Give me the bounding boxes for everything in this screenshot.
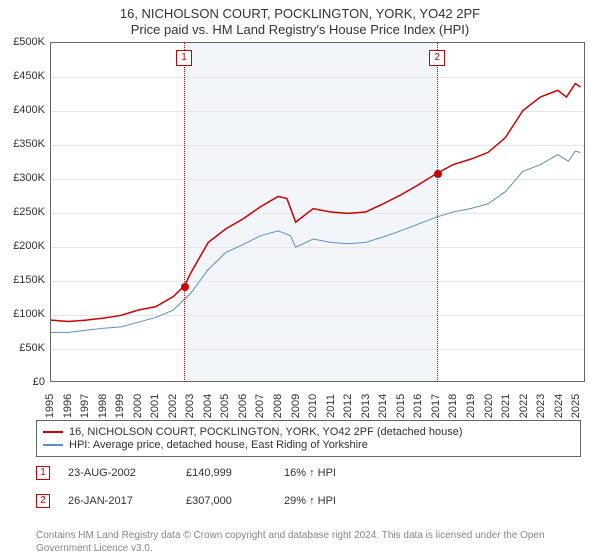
plot-area xyxy=(50,42,585,382)
y-tick-label: £0 xyxy=(0,376,45,388)
legend: 16, NICHOLSON COURT, POCKLINGTON, YORK, … xyxy=(36,420,581,457)
y-tick-label: £300K xyxy=(0,172,45,184)
y-tick-label: £250K xyxy=(0,206,45,218)
y-tick-label: £500K xyxy=(0,36,45,48)
reference-line xyxy=(184,42,185,382)
y-tick-label: £100K xyxy=(0,308,45,320)
y-tick-label: £400K xyxy=(0,104,45,116)
y-tick-label: £50K xyxy=(0,342,45,354)
legend-swatch xyxy=(43,431,63,433)
y-tick-label: £450K xyxy=(0,70,45,82)
reference-line xyxy=(437,42,438,382)
data-marker xyxy=(181,283,189,291)
sale-date: 23-AUG-2002 xyxy=(68,467,168,479)
legend-row: HPI: Average price, detached house, East… xyxy=(43,439,574,451)
chart-title: 16, NICHOLSON COURT, POCKLINGTON, YORK, … xyxy=(0,0,600,21)
line-chart-svg xyxy=(51,43,584,381)
sale-price: £307,000 xyxy=(186,495,266,507)
reference-label-box: 1 xyxy=(176,50,192,66)
sale-date: 26-JAN-2017 xyxy=(68,495,168,507)
sale-price: £140,999 xyxy=(186,467,266,479)
legend-swatch xyxy=(43,444,63,446)
y-tick-label: £150K xyxy=(0,274,45,286)
chart-subtitle: Price paid vs. HM Land Registry's House … xyxy=(0,22,600,37)
reference-label-box: 2 xyxy=(429,50,445,66)
sale-ref-icon: 1 xyxy=(36,466,50,480)
y-tick-label: £350K xyxy=(0,138,45,150)
legend-row: 16, NICHOLSON COURT, POCKLINGTON, YORK, … xyxy=(43,426,574,438)
legend-label: HPI: Average price, detached house, East… xyxy=(69,439,368,451)
y-tick-label: £200K xyxy=(0,240,45,252)
legend-label: 16, NICHOLSON COURT, POCKLINGTON, YORK, … xyxy=(69,426,463,438)
sale-row: 2 26-JAN-2017 £307,000 29% ↑ HPI xyxy=(36,494,581,508)
sale-row: 1 23-AUG-2002 £140,999 16% ↑ HPI xyxy=(36,466,581,480)
sale-ref-icon: 2 xyxy=(36,494,50,508)
footnote: Contains HM Land Registry data © Crown c… xyxy=(36,530,581,555)
data-marker xyxy=(434,170,442,178)
sale-delta: 16% ↑ HPI xyxy=(284,467,336,479)
sale-delta: 29% ↑ HPI xyxy=(284,495,336,507)
